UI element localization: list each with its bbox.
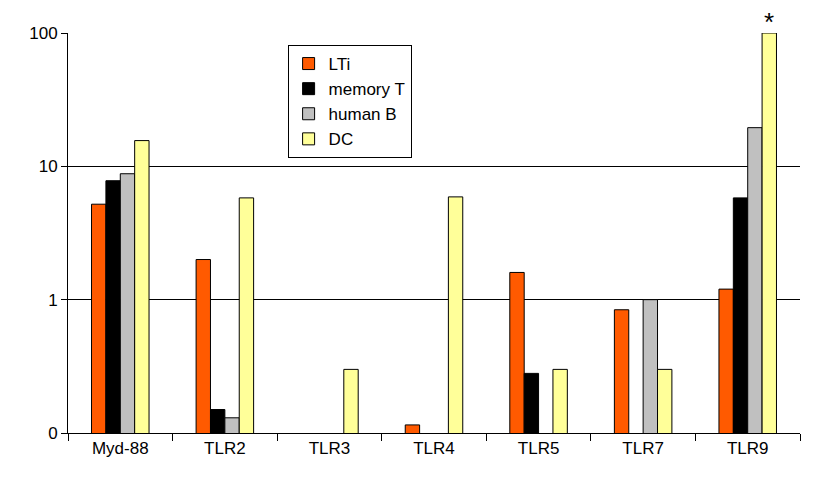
svg-text:LTi: LTi xyxy=(329,55,351,74)
svg-text:TLR2: TLR2 xyxy=(204,439,246,458)
svg-text:TLR7: TLR7 xyxy=(622,439,664,458)
svg-text:1: 1 xyxy=(48,291,57,310)
svg-text:TLR3: TLR3 xyxy=(309,439,351,458)
svg-text:TLR4: TLR4 xyxy=(413,439,455,458)
svg-text:human B: human B xyxy=(329,105,397,124)
svg-text:TLR9: TLR9 xyxy=(727,439,769,458)
svg-text:100: 100 xyxy=(29,24,57,43)
svg-text:10: 10 xyxy=(39,157,58,176)
svg-text:Myd-88: Myd-88 xyxy=(92,439,149,458)
svg-text:DC: DC xyxy=(329,130,354,149)
svg-text:*: * xyxy=(764,7,774,37)
svg-text:TLR5: TLR5 xyxy=(518,439,560,458)
svg-text:0: 0 xyxy=(48,424,57,443)
svg-text:memory T: memory T xyxy=(329,80,405,99)
